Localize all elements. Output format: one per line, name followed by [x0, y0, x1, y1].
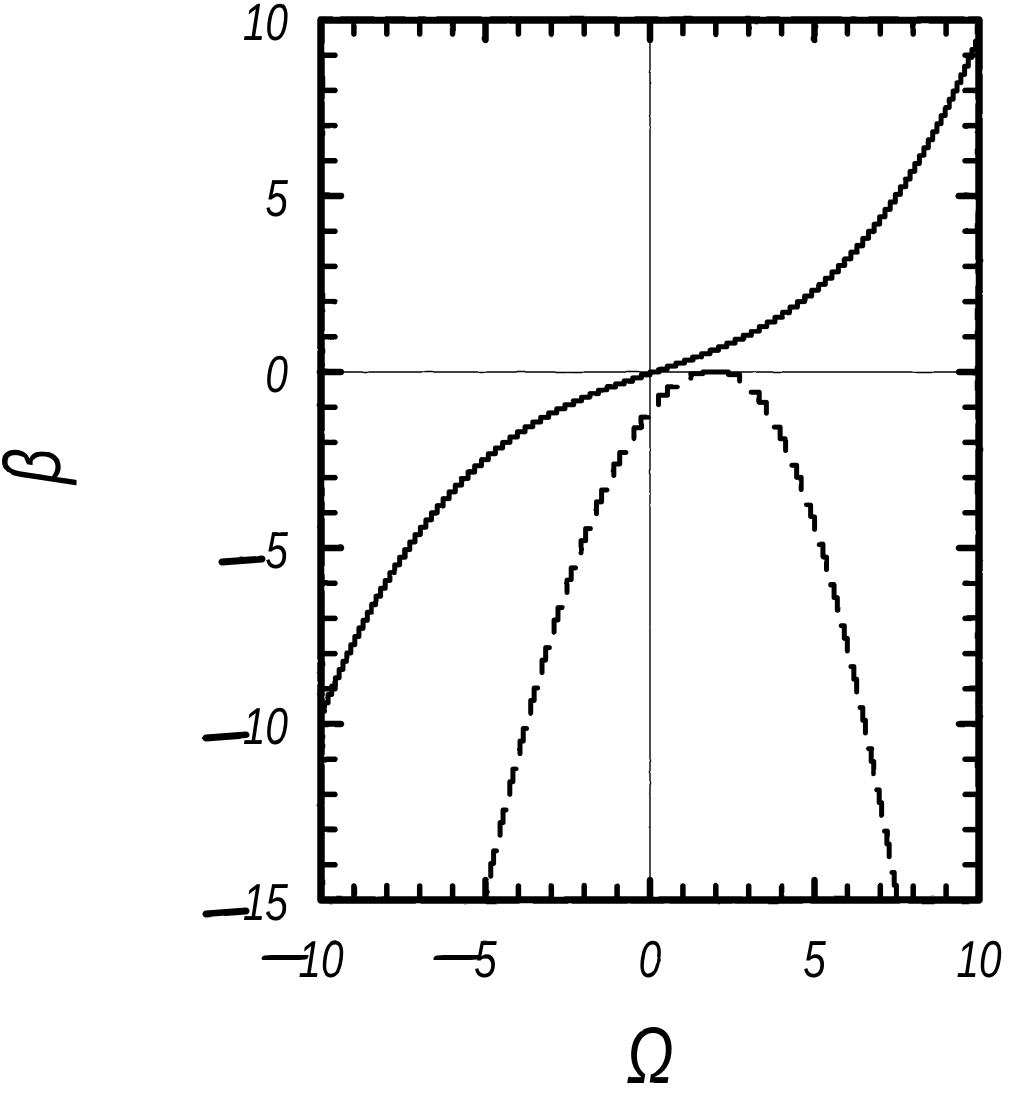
svg-text:10: 10 [956, 930, 1001, 988]
svg-text:5: 5 [265, 169, 288, 227]
svg-text:5: 5 [803, 930, 826, 988]
svg-text:5: 5 [265, 521, 288, 579]
svg-text:Ω: Ω [626, 1012, 673, 1100]
svg-text:0: 0 [265, 345, 288, 403]
svg-text:β: β [0, 448, 78, 485]
svg-text:15: 15 [243, 873, 289, 931]
svg-text:0: 0 [639, 930, 662, 988]
svg-text:10: 10 [243, 697, 288, 755]
svg-text:10: 10 [298, 930, 343, 988]
svg-text:10: 10 [243, 0, 288, 51]
svg-text:5: 5 [474, 930, 497, 988]
